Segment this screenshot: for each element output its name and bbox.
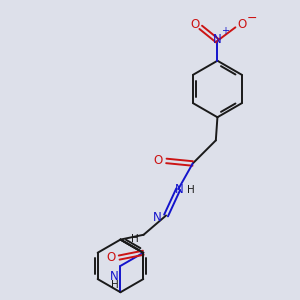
Text: N: N [153, 211, 161, 224]
Text: O: O [190, 18, 200, 31]
Text: O: O [106, 251, 116, 264]
Text: N: N [213, 33, 222, 46]
Text: H: H [187, 185, 194, 195]
Text: −: − [247, 12, 257, 25]
Text: O: O [237, 18, 247, 31]
Text: +: + [221, 26, 229, 36]
Text: H: H [111, 280, 119, 290]
Text: N: N [175, 183, 184, 196]
Text: H: H [131, 234, 139, 244]
Text: N: N [110, 270, 119, 283]
Text: O: O [154, 154, 163, 167]
